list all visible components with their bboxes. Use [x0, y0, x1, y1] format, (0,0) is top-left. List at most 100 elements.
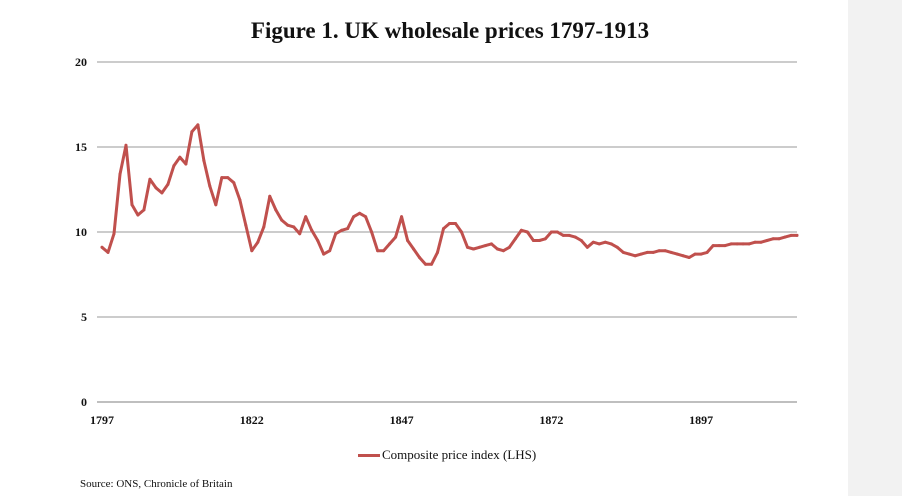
data-point	[442, 227, 446, 231]
data-point	[795, 233, 799, 237]
y-tick-label: 10	[75, 225, 87, 239]
data-point	[172, 164, 176, 168]
gridlines	[97, 61, 797, 403]
data-point	[747, 242, 751, 246]
data-point	[489, 242, 493, 246]
data-point	[232, 181, 236, 185]
data-point	[292, 225, 296, 229]
data-point	[154, 186, 158, 190]
data-point	[789, 233, 793, 237]
x-tick-label: 1847	[390, 413, 414, 427]
data-point	[531, 239, 535, 242]
data-point	[220, 176, 224, 180]
data-point	[130, 203, 134, 207]
data-point	[244, 223, 248, 227]
data-point	[256, 240, 260, 244]
data-point	[112, 232, 116, 236]
data-point	[771, 237, 775, 241]
data-point	[448, 222, 451, 225]
data-point	[621, 250, 625, 254]
data-point	[549, 230, 553, 234]
data-point	[579, 239, 583, 242]
data-point	[382, 249, 386, 253]
data-point	[328, 249, 332, 253]
legend-label: Composite price index (LHS)	[382, 447, 537, 462]
data-point	[615, 245, 619, 249]
data-point	[418, 256, 422, 259]
data-point	[459, 230, 463, 234]
data-point	[555, 230, 559, 234]
data-point	[717, 244, 721, 248]
data-point	[651, 250, 655, 254]
data-point	[358, 211, 362, 215]
data-point	[645, 250, 649, 254]
data-point	[627, 252, 631, 256]
data-point	[208, 184, 212, 188]
x-tick-label: 1797	[90, 413, 114, 427]
data-point	[160, 191, 164, 195]
data-point	[370, 230, 374, 234]
data-point	[190, 130, 194, 134]
data-point	[106, 250, 110, 254]
data-point	[346, 227, 350, 231]
data-point	[298, 232, 302, 236]
data-point	[537, 239, 541, 242]
data-point	[765, 239, 769, 242]
data-point	[388, 242, 392, 246]
data-point	[735, 242, 739, 246]
data-point	[501, 249, 505, 253]
data-point	[334, 232, 338, 236]
data-point	[406, 239, 410, 242]
chart-canvas	[0, 0, 848, 496]
data-point	[477, 245, 481, 249]
data-point	[543, 237, 547, 241]
data-point	[597, 242, 601, 246]
data-point	[783, 235, 787, 239]
x-tick-label: 1872	[539, 413, 563, 427]
data-point	[513, 237, 517, 241]
legend-swatch	[358, 453, 380, 457]
data-point	[100, 245, 104, 249]
data-point	[687, 256, 691, 259]
data-point	[453, 222, 457, 225]
data-point	[585, 245, 589, 249]
data-point	[394, 235, 398, 239]
data-point	[196, 123, 200, 127]
data-point	[310, 228, 314, 232]
data-point	[675, 252, 679, 256]
data-point	[202, 159, 206, 163]
data-point	[711, 244, 715, 248]
series-points	[100, 123, 799, 266]
chart-plot: 0 5 10 15 20 1797 1822 1847 1872 1897	[75, 55, 799, 427]
data-point	[118, 172, 122, 176]
data-point	[567, 233, 571, 237]
data-point	[166, 182, 170, 186]
data-point	[238, 198, 242, 202]
data-point	[705, 250, 709, 254]
data-point	[777, 237, 781, 241]
data-point	[376, 249, 380, 253]
data-point	[525, 230, 529, 234]
x-axis-tick-labels: 1797 1822 1847 1872 1897	[90, 413, 713, 427]
data-point	[561, 233, 565, 237]
data-point	[603, 240, 607, 244]
y-tick-label: 20	[75, 55, 87, 69]
data-point	[483, 244, 487, 248]
data-point	[184, 162, 188, 166]
data-point	[148, 177, 152, 181]
data-point	[609, 242, 613, 246]
x-tick-label: 1822	[240, 413, 264, 427]
data-point	[412, 247, 416, 251]
data-point	[639, 252, 643, 256]
data-point	[268, 194, 272, 198]
data-point	[214, 203, 218, 207]
data-point	[573, 235, 577, 239]
data-point	[124, 143, 128, 147]
data-point	[364, 215, 368, 219]
data-point	[693, 252, 697, 256]
data-point	[465, 245, 469, 249]
data-point	[663, 249, 667, 253]
data-point	[633, 254, 637, 258]
data-point	[352, 215, 356, 219]
data-point	[699, 252, 703, 256]
